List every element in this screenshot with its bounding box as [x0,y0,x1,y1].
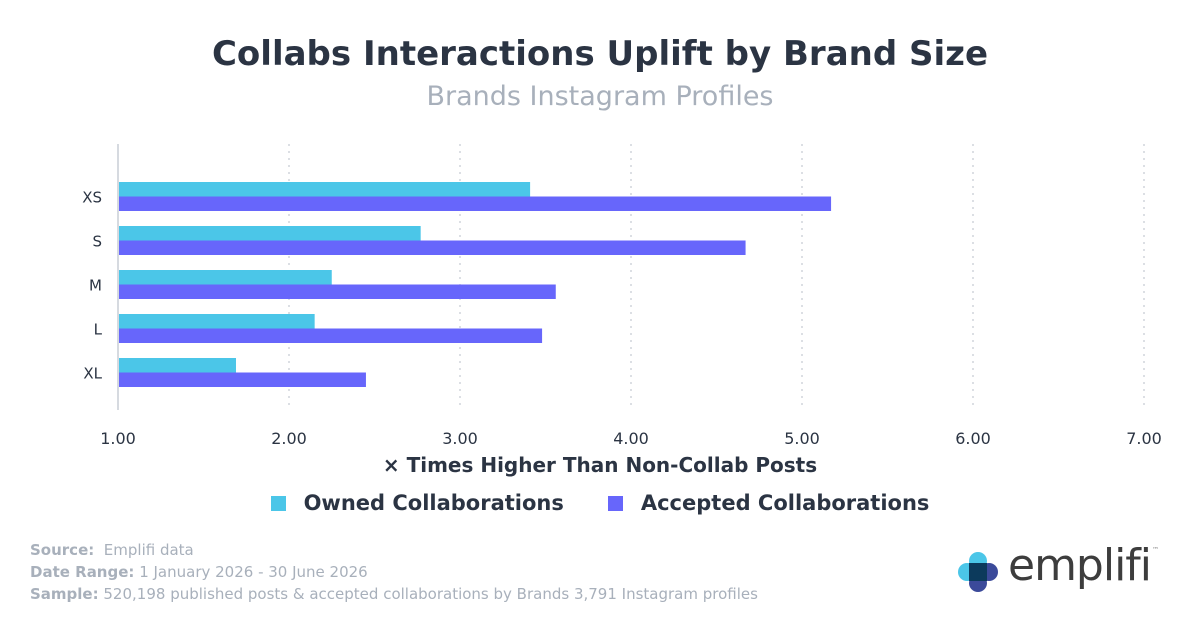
x-tick-label: 4.00 [613,429,649,448]
x-tick-label: 6.00 [955,429,991,448]
legend-label-accepted: Accepted Collaborations [640,491,930,515]
bar [119,284,556,299]
footer-date-range: Date Range: 1 January 2026 - 30 June 202… [30,561,758,583]
footer-sample: Sample: 520,198 published posts & accept… [30,583,758,605]
bar [119,328,543,343]
date-range-value: 1 January 2026 - 30 June 2026 [139,563,368,581]
x-tick-label: 3.00 [442,429,478,448]
legend: Owned Collaborations Accepted Collaborat… [0,491,1200,515]
date-range-label: Date Range: [30,563,135,581]
source-value: Emplifi data [103,541,194,559]
legend-swatch-accepted [607,495,623,511]
bar [119,358,236,373]
y-tick-label: L [94,321,103,339]
emplifi-logo-icon [958,552,998,592]
bar [119,182,531,197]
logo-trademark: ™ [1152,546,1159,554]
legend-swatch-owned [270,495,286,511]
logo-wordmark: emplifi [1008,540,1152,591]
emplifi-logo: emplifi ™ [956,540,1166,594]
legend-item-owned[interactable]: Owned Collaborations [270,491,564,515]
legend-item-accepted[interactable]: Accepted Collaborations [607,491,930,515]
chart-subtitle: Brands Instagram Profiles [426,81,774,112]
x-tick-label: 5.00 [784,429,820,448]
bar [119,240,746,255]
legend-label-owned: Owned Collaborations [303,491,564,515]
footer-notes: Source: Emplifi data Date Range: 1 Janua… [30,539,758,605]
bar [119,196,832,211]
y-tick-label: M [89,277,102,295]
bar [119,270,332,285]
sample-value: 520,198 published posts & accepted colla… [103,585,758,603]
footer-source: Source: Emplifi data [30,539,758,561]
sample-label: Sample: [30,585,99,603]
x-tick-label: 7.00 [1126,429,1162,448]
bar [119,226,421,241]
x-axis-label: × Times Higher Than Non-Collab Posts [382,453,818,477]
bar [119,314,315,329]
chart-title: Collabs Interactions Uplift by Brand Siz… [211,34,989,74]
y-tick-label: XS [82,189,102,207]
x-tick-label: 2.00 [271,429,307,448]
x-tick-label: 1.00 [100,429,136,448]
bar-chart: 1.00 2.00 3.00 4.00 5.00 6.00 7.00 XS S M L XL [82,144,1162,448]
bar [119,372,366,387]
source-label: Source: [30,541,95,559]
y-tick-label: S [92,233,102,251]
y-tick-label: XL [83,365,102,383]
